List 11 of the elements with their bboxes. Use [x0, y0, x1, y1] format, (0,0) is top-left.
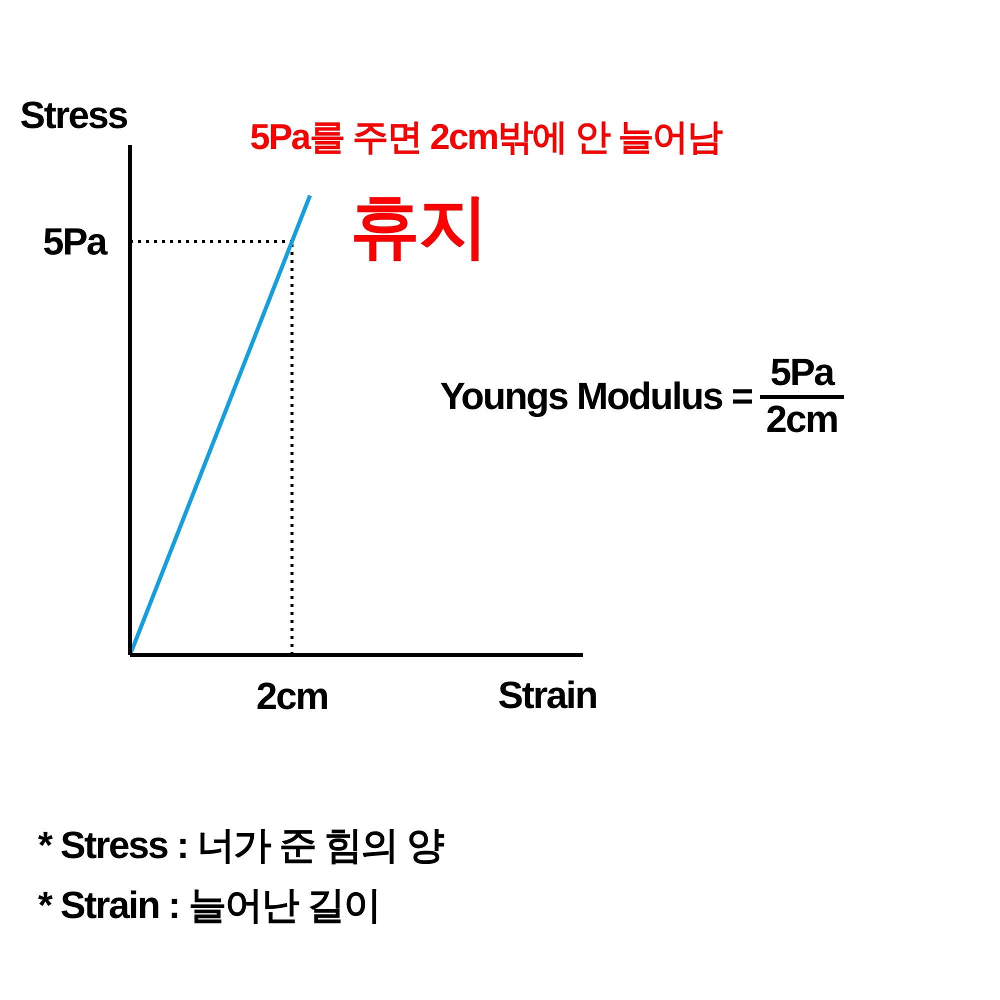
chart-title: 휴지 [350, 186, 487, 267]
ref-line-label: 5Pa [42, 221, 108, 264]
text: * Stress : 너가 준 힘의 양 [38, 824, 443, 869]
text: Youngs Modulus = [440, 376, 752, 418]
y-axis-title: Stress [20, 95, 128, 138]
text: 5Pa를 주면 2cm밖에 안 늘어남 [250, 115, 722, 159]
text: 2cm [765, 399, 839, 442]
x-axis-title: Strain [498, 675, 597, 718]
text: 5Pa [769, 352, 836, 395]
text: * Strain : 늘어난 길이 [38, 884, 380, 929]
text: 2cm [256, 676, 328, 718]
